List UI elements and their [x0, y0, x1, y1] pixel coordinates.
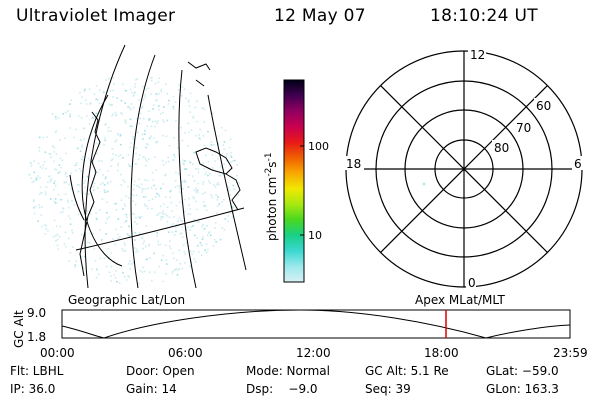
time-tick-1800: 18:00 [424, 346, 459, 360]
mlt-label-6: 6 [574, 157, 582, 171]
mlat-label-60: 60 [536, 99, 551, 113]
app-title: Ultraviolet Imager [16, 6, 176, 26]
date-label: 12 May 07 [274, 6, 366, 26]
time-label: 18:10:24 UT [430, 6, 538, 26]
time-tick-1200: 12:00 [296, 346, 331, 360]
param-gc-alt: GC Alt: 5.1 Re [365, 364, 449, 378]
param-glon: GLon: 163.3 [486, 382, 559, 396]
colorbar-unit-label: photon cm-2s-1 [264, 152, 279, 241]
timeline-y-tick-max: 9.0 [27, 306, 46, 320]
timeline-y-tick-min: 1.8 [27, 330, 46, 344]
param-gain: Gain: 14 [126, 382, 177, 396]
coastline-overlay [79, 61, 241, 277]
colorbar-gradient [283, 79, 305, 283]
orbit-altitude-timeline: GC Alt 9.0 1.8 [12, 306, 571, 348]
apex-label: Apex MLat/MLT [415, 293, 505, 307]
mlt-label-18: 18 [346, 157, 361, 171]
param-seq: Seq: 39 [365, 382, 411, 396]
mlat-label-70: 70 [516, 121, 531, 135]
intensity-colorbar: 100 10 photon cm-2s-1 [264, 79, 329, 283]
param-glat: GLat: −59.0 [486, 364, 559, 378]
mlt-label-12: 12 [470, 48, 485, 62]
mlt-label-0: 0 [468, 276, 476, 290]
polar-mlat-mlt-plot: 12 0 18 6 60 70 80 [344, 47, 584, 290]
time-tick-2359: 23:59 [553, 346, 588, 360]
geographic-image-panel [28, 44, 247, 288]
param-door: Door: Open [126, 364, 195, 378]
time-tick-0000: 00:00 [40, 346, 75, 360]
geographic-label: Geographic Lat/Lon [68, 293, 186, 307]
param-mode: Mode: Normal [246, 364, 330, 378]
colorbar-tick-100: 100 [308, 140, 329, 153]
timeline-y-axis-label: GC Alt [12, 310, 26, 348]
latlon-grid [69, 44, 247, 288]
altitude-curve [61, 309, 571, 339]
colorbar-tick-10: 10 [308, 229, 322, 242]
uv-emission-disk [28, 76, 240, 285]
param-ip: IP: 36.0 [10, 382, 56, 396]
mlat-label-80: 80 [494, 141, 509, 155]
timeline-frame [61, 309, 571, 339]
param-dsp: Dsp: −9.0 [246, 382, 318, 396]
time-tick-0600: 06:00 [168, 346, 203, 360]
param-filter: Flt: LBHL [10, 364, 64, 378]
